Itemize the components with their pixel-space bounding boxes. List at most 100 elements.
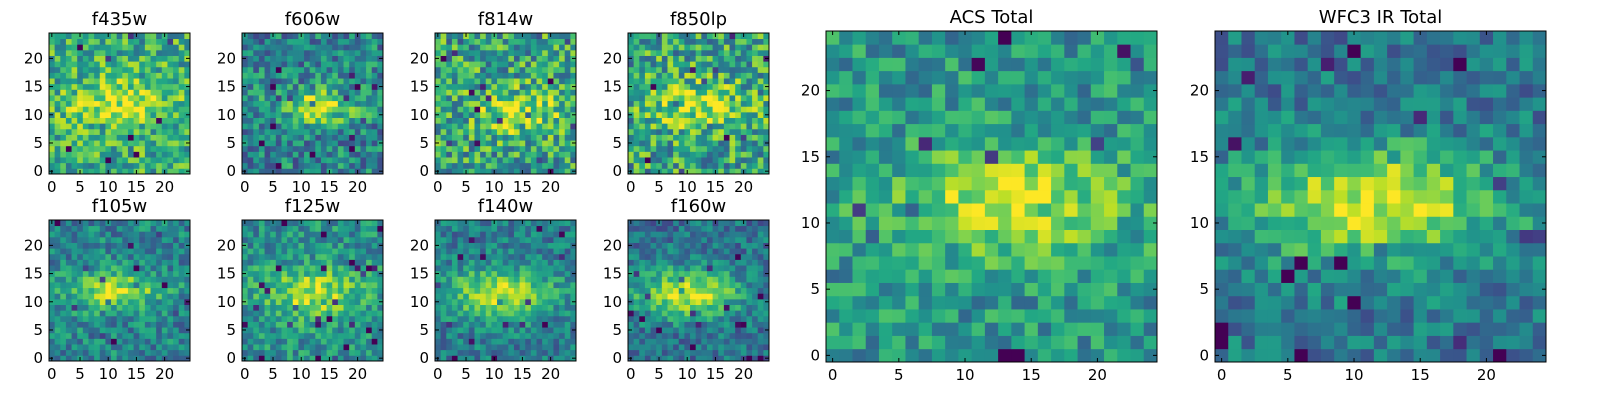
heatmap-cell bbox=[349, 315, 356, 322]
heatmap-cell bbox=[88, 242, 95, 249]
heatmap-cell bbox=[349, 134, 356, 141]
heatmap-cell bbox=[463, 236, 470, 243]
heatmap-cell bbox=[173, 49, 180, 56]
heatmap-cell bbox=[757, 128, 764, 135]
y-tick-label: 0 bbox=[419, 349, 429, 367]
heatmap-cell bbox=[60, 355, 67, 362]
heatmap-cell bbox=[133, 38, 140, 45]
heatmap-cell bbox=[111, 106, 118, 113]
heatmap-cell bbox=[178, 265, 185, 272]
heatmap-cell bbox=[371, 276, 378, 283]
heatmap-cell bbox=[150, 276, 157, 283]
heatmap-cell bbox=[377, 225, 384, 232]
heatmap-cell bbox=[684, 89, 691, 96]
heatmap-cell bbox=[757, 111, 764, 118]
heatmap-cell bbox=[695, 128, 702, 135]
y-tick-label: 15 bbox=[24, 78, 43, 96]
heatmap-cell bbox=[253, 225, 260, 232]
heatmap-cell bbox=[542, 44, 549, 51]
heatmap-cell bbox=[71, 111, 78, 118]
heatmap-cell bbox=[446, 287, 453, 294]
heatmap-cell bbox=[536, 106, 543, 113]
heatmap-cell bbox=[525, 95, 532, 102]
heatmap-cell bbox=[167, 134, 174, 141]
heatmap-cell bbox=[275, 134, 282, 141]
heatmap-cell bbox=[116, 304, 123, 311]
heatmap-cell bbox=[547, 100, 554, 107]
heatmap-cell bbox=[740, 162, 747, 169]
heatmap-cell bbox=[718, 66, 725, 73]
heatmap-cell bbox=[723, 49, 730, 56]
heatmap-cell bbox=[77, 100, 84, 107]
heatmap-cell bbox=[673, 145, 680, 152]
heatmap-cell bbox=[684, 111, 691, 118]
heatmap-cell bbox=[468, 242, 475, 249]
heatmap-cell bbox=[661, 140, 668, 147]
heatmap-cell bbox=[337, 66, 344, 73]
heatmap-cell bbox=[740, 123, 747, 130]
heatmap-cell bbox=[570, 78, 577, 85]
y-tick-label: 10 bbox=[217, 293, 236, 311]
heatmap-cell bbox=[485, 248, 492, 255]
heatmap-cell bbox=[440, 259, 447, 266]
heatmap-cell bbox=[667, 282, 674, 289]
heatmap-cell bbox=[633, 162, 640, 169]
heatmap-cell bbox=[547, 140, 554, 147]
heatmap-cell bbox=[547, 117, 554, 124]
heatmap-cell bbox=[639, 151, 646, 158]
heatmap-cell bbox=[735, 49, 742, 56]
heatmap-cell bbox=[111, 338, 118, 345]
heatmap-cell bbox=[349, 293, 356, 300]
heatmap-cell bbox=[332, 355, 339, 362]
heatmap-cell bbox=[173, 293, 180, 300]
heatmap-cell bbox=[270, 145, 277, 152]
heatmap-cell bbox=[678, 145, 685, 152]
heatmap-cell bbox=[525, 128, 532, 135]
heatmap-cell bbox=[178, 242, 185, 249]
heatmap-cell bbox=[656, 38, 663, 45]
heatmap-cell bbox=[281, 83, 288, 90]
heatmap-cell bbox=[127, 162, 134, 169]
heatmap-cell bbox=[343, 33, 350, 40]
heatmap-cell bbox=[763, 134, 770, 141]
heatmap-cell bbox=[161, 321, 168, 328]
heatmap-cell bbox=[54, 304, 61, 311]
heatmap-cell bbox=[253, 111, 260, 118]
heatmap-cell bbox=[366, 44, 373, 51]
heatmap-cell bbox=[258, 123, 265, 130]
heatmap-cell bbox=[690, 168, 697, 175]
heatmap-cell bbox=[559, 151, 566, 158]
heatmap-cell bbox=[513, 293, 520, 300]
heatmap-cell bbox=[281, 259, 288, 266]
heatmap-cell bbox=[139, 276, 146, 283]
heatmap-cell bbox=[752, 89, 759, 96]
heatmap-cell bbox=[156, 304, 163, 311]
heatmap-cell bbox=[253, 106, 260, 113]
heatmap-cell bbox=[474, 225, 481, 232]
heatmap-cell bbox=[354, 162, 361, 169]
heatmap-cell bbox=[298, 106, 305, 113]
heatmap-cell bbox=[740, 83, 747, 90]
heatmap-cell bbox=[678, 117, 685, 124]
y-tick-label: 0 bbox=[33, 349, 43, 367]
heatmap-cell bbox=[343, 134, 350, 141]
x-tick-label: 5 bbox=[654, 178, 664, 196]
heatmap-cell bbox=[763, 321, 770, 328]
heatmap-cell bbox=[258, 157, 265, 164]
heatmap-cell bbox=[360, 304, 367, 311]
heatmap-cell bbox=[360, 344, 367, 351]
heatmap-cell bbox=[513, 83, 520, 90]
heatmap-cell bbox=[315, 220, 322, 227]
heatmap-cell bbox=[502, 321, 509, 328]
heatmap-cell bbox=[435, 61, 442, 68]
heatmap-cell bbox=[706, 78, 713, 85]
heatmap-cell bbox=[701, 282, 708, 289]
heatmap-cell bbox=[354, 95, 361, 102]
heatmap-cell bbox=[332, 33, 339, 40]
heatmap-cell bbox=[242, 349, 249, 356]
heatmap-cell bbox=[139, 168, 146, 175]
heatmap-cell bbox=[559, 106, 566, 113]
heatmap-cell bbox=[525, 49, 532, 56]
heatmap-cell bbox=[60, 310, 67, 317]
